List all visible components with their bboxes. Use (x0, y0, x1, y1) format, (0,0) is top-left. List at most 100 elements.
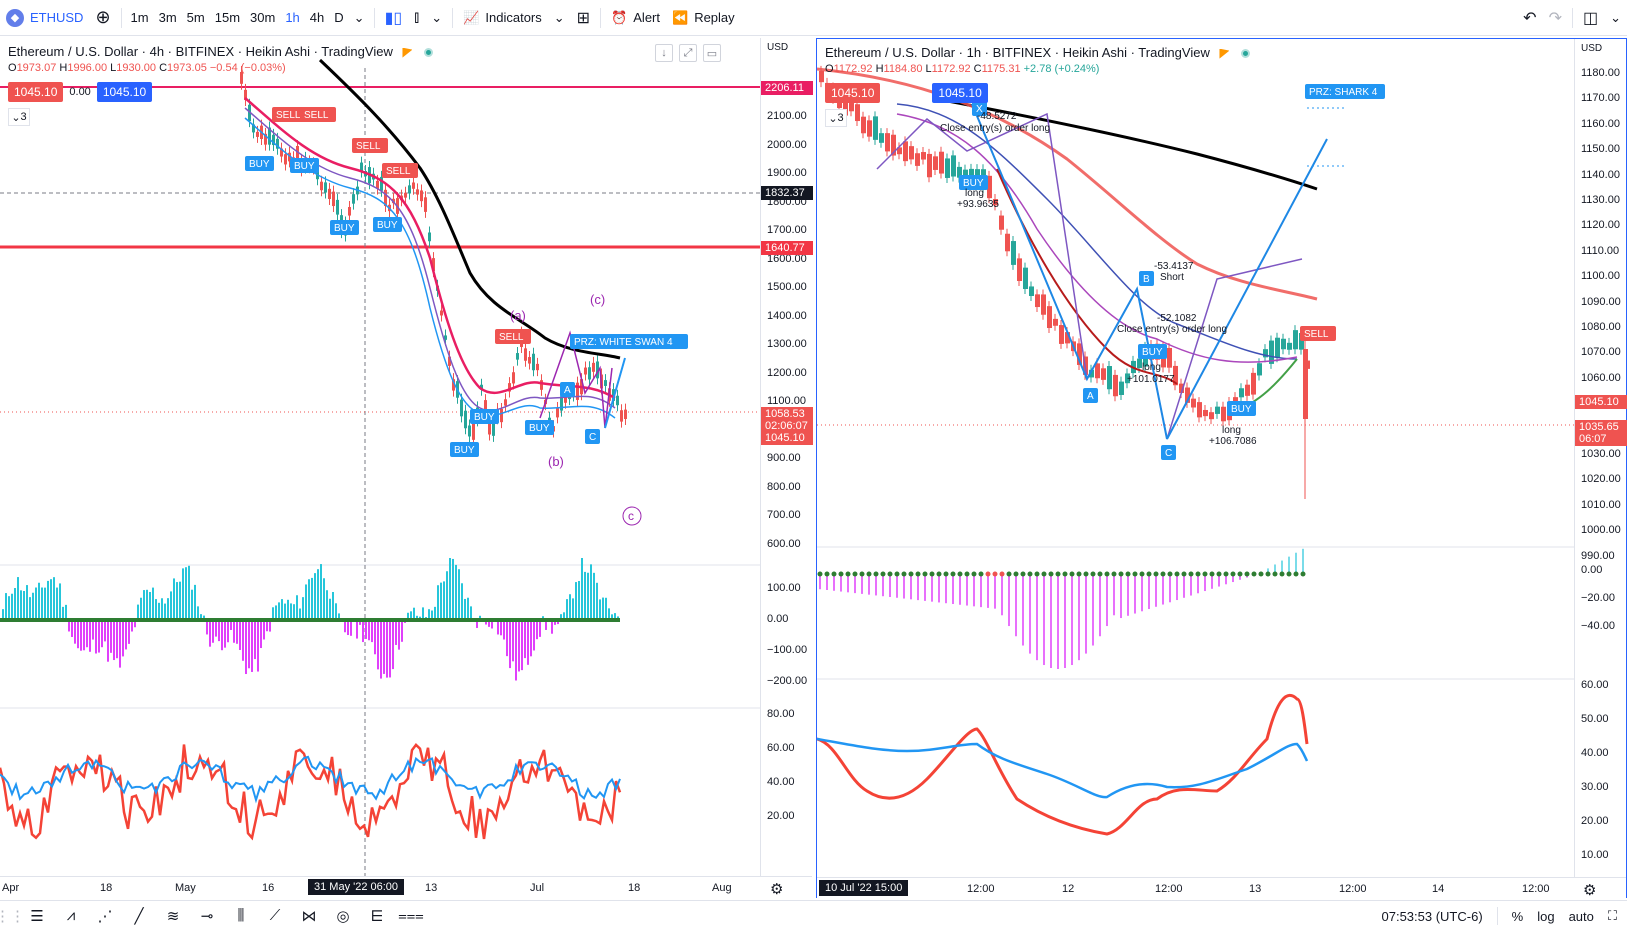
oscillator-dot (1153, 571, 1159, 577)
oscillator-bar (314, 573, 316, 620)
tf-4h[interactable]: 4h (309, 10, 325, 25)
left-chart-pane[interactable]: SELL SELL SELL SELL SELL BUY BUY BUY BUY BUY BUY BU… (0, 38, 813, 900)
channel-icon[interactable]: ≋ (166, 907, 180, 925)
oscillator-dot (1244, 571, 1250, 577)
last-price-badge: 1058.53 (761, 407, 813, 421)
alert-label: Alert (633, 10, 660, 25)
settings-gear-icon[interactable]: ⚙ (1583, 882, 1597, 899)
compare-add-icon[interactable]: ⊕ (95, 7, 111, 27)
indicator-collapse-toggle[interactable]: ⌄ 3 (8, 108, 30, 126)
oscillator-bar (485, 620, 487, 625)
window-icon[interactable]: ▭ (703, 44, 721, 62)
oscillator-dot (1013, 571, 1019, 577)
left-price-axis[interactable]: USD 2100.00 2000.00 1900.00 1800.00 1700.00 1… (760, 38, 813, 878)
arrow-down-icon[interactable]: ↓ (655, 44, 673, 62)
price-tick: 800.00 (767, 480, 801, 493)
fib-levels-icon[interactable]: ⋿ (370, 907, 384, 925)
right-chart-pane[interactable]: PRZ: SHARK 4 X B A C BUY BUY BUY SELL -48.5272 Clo… (816, 38, 1627, 901)
candle-body (873, 116, 878, 140)
oscillator-bar (344, 620, 346, 633)
redo-icon[interactable]: ↷ (1548, 9, 1562, 27)
flag-icon[interactable] (1219, 48, 1230, 59)
ohlc-close: 1973.05 (167, 62, 207, 74)
chevron-down-icon[interactable]: ⌄ (553, 9, 565, 25)
chevron-down-icon[interactable]: ⌄ (431, 9, 443, 25)
right-chart-canvas[interactable]: PRZ: SHARK 4XBACBUYBUYBUYSELL-48.5272Clo… (817, 39, 1574, 877)
price-tick: 1600.00 (767, 252, 807, 265)
currency-selector[interactable]: USD (1581, 43, 1603, 54)
tf-15m[interactable]: 15m (214, 10, 241, 25)
candle-body (1077, 343, 1082, 365)
oscillator-bar (95, 620, 97, 654)
xabcd-pattern-icon[interactable]: ⋈ (301, 907, 317, 925)
log-toggle[interactable]: log (1537, 908, 1555, 924)
flag-icon[interactable] (402, 47, 413, 58)
right-time-axis[interactable]: ⚙ 12:00 12 12:00 13 12:00 14 12:00 10 Jul '22 1… (817, 877, 1626, 901)
chevron-down-icon[interactable]: ⌄ (353, 9, 365, 25)
indicator-collapse-toggle[interactable]: ⌄ 3 (825, 109, 847, 127)
tf-1m[interactable]: 1m (130, 10, 149, 25)
heikin-ashi-icon[interactable]: ⫾ (414, 8, 420, 26)
tf-d[interactable]: D (334, 10, 344, 25)
tf-5m[interactable]: 5m (186, 10, 205, 25)
oscillator-bar (1274, 564, 1276, 574)
horizontal-ray-icon[interactable]: ⊸ (200, 907, 214, 925)
trend-line-icon[interactable]: ╱ (134, 907, 144, 925)
replay-button[interactable]: ⏪ Replay (666, 0, 741, 36)
candles-icon[interactable]: ▮▯ (384, 9, 403, 27)
oscillator-bar (560, 614, 562, 620)
candle-body (849, 101, 854, 112)
fib-extension-icon[interactable]: ⩶ (398, 907, 424, 924)
elliott-wave-icon[interactable]: ⋰ (97, 907, 113, 925)
clock-text[interactable]: 07:53:53 (UTC-6) (1381, 908, 1483, 924)
oscillator-bar (230, 620, 232, 630)
auto-toggle[interactable]: auto (1568, 908, 1594, 924)
tf-1h[interactable]: 1h (285, 10, 300, 25)
fullscreen-icon[interactable]: ⛶ (1607, 908, 1617, 923)
pattern-point-b: B (1143, 274, 1150, 285)
indicators-button[interactable]: 📈 Indicators (457, 0, 548, 36)
tf-30m[interactable]: 30m (250, 10, 276, 25)
candle-body (903, 141, 908, 162)
menu-lines-icon[interactable]: ☰ (30, 907, 44, 925)
candle-body (248, 104, 251, 122)
oscillator-bar (1211, 574, 1213, 589)
last-price-badge: 1035.65 (1575, 420, 1627, 434)
buy-price-button[interactable]: 1045.10 (96, 82, 153, 102)
abc-pattern-icon[interactable]: ⩘ (66, 907, 76, 924)
sell-signal-label: SELL (499, 332, 524, 343)
drag-handle-icon[interactable]: ⋮⋮ (0, 907, 25, 925)
chevron-down-icon[interactable]: ⌄ (1610, 9, 1621, 25)
alert-button[interactable]: ⏰ Alert (605, 0, 666, 36)
templates-grid-icon[interactable]: ⊞ (576, 9, 591, 27)
ohlc-low: 1172.92 (931, 63, 971, 75)
right-price-axis[interactable]: USD 1180.00 1170.00 1160.00 1150.00 1140.00 1… (1574, 39, 1627, 879)
settings-gear-icon[interactable]: ⚙ (770, 881, 784, 898)
currency-selector[interactable]: USD (767, 42, 789, 53)
oscillator-dot (971, 571, 977, 577)
oscillator-dot (1174, 571, 1180, 577)
undo-icon[interactable]: ↶ (1523, 9, 1537, 27)
spiral-icon[interactable]: ◎ (336, 907, 350, 925)
buy-price-button[interactable]: 1045.10 (932, 83, 988, 103)
sell-price-button[interactable]: 1045.10 (8, 82, 64, 102)
maximize-icon[interactable]: ⤢ (679, 44, 697, 62)
right-buy-sell: 1045.10 1045.10 (825, 83, 988, 103)
left-time-axis[interactable]: ⚙ Apr 18 May 16 13 Jul 18 Aug 31 May '22 06:00 (0, 876, 812, 900)
candle-body (1107, 366, 1112, 390)
sell-price-button[interactable]: 1045.10 (825, 83, 881, 103)
symbol-search[interactable]: ◆ ETHUSD (0, 0, 89, 36)
wave-c-label: (c) (590, 292, 605, 307)
candle-body (855, 104, 860, 122)
osc-tick: −20.00 (1581, 592, 1615, 604)
candle-body (604, 380, 607, 386)
layout-split-icon[interactable]: ◫ (1582, 9, 1599, 27)
candle-body (240, 71, 243, 84)
line-icon[interactable]: ⟋ (269, 907, 281, 924)
vertical-lines-icon[interactable]: ⫼ (237, 907, 245, 924)
tf-3m[interactable]: 3m (158, 10, 177, 25)
percent-toggle[interactable]: % (1511, 908, 1524, 924)
candle-body (592, 362, 595, 372)
top-toolbar: ◆ ETHUSD ⊕ 1m 3m 5m 15m 30m 1h 4h D ⌄ ▮▯… (0, 0, 1627, 36)
